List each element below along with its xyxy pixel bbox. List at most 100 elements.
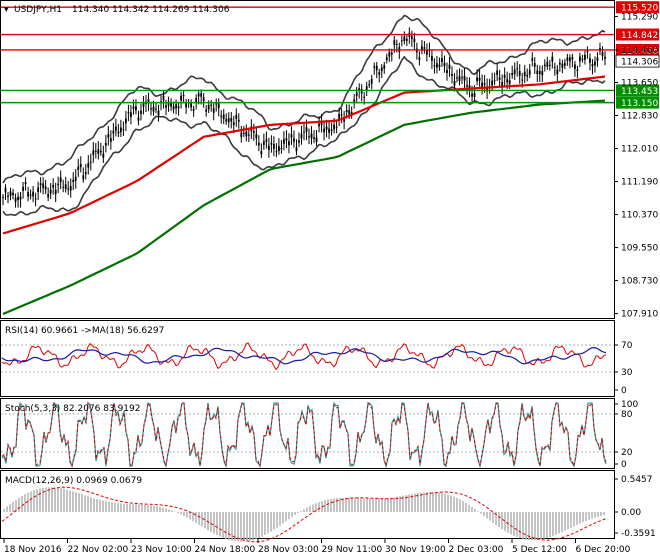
candle-body <box>82 175 85 180</box>
candle-body <box>443 62 446 67</box>
candle-body <box>237 119 240 122</box>
candle-body <box>195 97 198 103</box>
bollinger-lower-band <box>2 55 606 217</box>
candle-body <box>403 36 406 42</box>
candle-body <box>558 62 561 65</box>
candle-body <box>220 115 223 117</box>
rsi-title: RSI(14) 60.9661 ->MA(18) 56.6297 <box>5 326 164 336</box>
candle-body <box>27 192 29 197</box>
candle-body <box>22 186 24 191</box>
candle-body <box>170 103 172 107</box>
candle-body <box>67 188 70 190</box>
symbol-menu-arrow-icon[interactable]: ▾ <box>4 5 9 15</box>
candle-body <box>493 80 496 82</box>
candle-body <box>320 121 323 125</box>
candle-body <box>267 145 270 151</box>
candle-body <box>44 186 47 190</box>
main-price-pane[interactable] <box>0 0 615 319</box>
candle-body <box>177 106 180 109</box>
candle-body <box>340 114 343 116</box>
candle-body <box>157 110 160 116</box>
stoch-tick-label: 0 <box>621 460 627 470</box>
candle-body <box>273 144 275 149</box>
candle-body <box>446 69 448 74</box>
candle-body <box>152 106 155 112</box>
price-tick-label: 107.910 <box>621 310 658 320</box>
candle-body <box>546 61 549 67</box>
level-price-label: 113.150 <box>621 99 658 109</box>
candle-body <box>225 119 228 122</box>
candle-body <box>34 198 37 200</box>
candle-body <box>568 57 571 62</box>
candle-body <box>140 110 142 114</box>
candle-body <box>54 189 57 195</box>
candle-body <box>561 63 564 68</box>
candle-body <box>528 70 531 75</box>
rsi-line <box>1 342 607 371</box>
candle-body <box>579 56 581 62</box>
stoch-tick-label: 20 <box>621 448 633 458</box>
candle-body <box>368 84 371 86</box>
candle-body <box>380 67 383 72</box>
candle-body <box>604 56 606 59</box>
candle-body <box>112 130 115 134</box>
candle-body <box>200 93 203 97</box>
time-axis-label: 2 Dec 03:00 <box>449 545 504 555</box>
candle-body <box>584 54 586 60</box>
candle-body <box>521 79 524 81</box>
candle-body <box>538 71 541 75</box>
price-tick-label: 114.460 <box>621 46 658 56</box>
candle-body <box>335 126 338 128</box>
candle-body <box>222 114 225 120</box>
candle-body <box>122 129 125 131</box>
candle-body <box>290 134 293 138</box>
candle-body <box>212 108 215 114</box>
candle-body <box>182 95 185 97</box>
candle-body <box>69 186 72 191</box>
candle-body <box>363 96 366 98</box>
candle-body <box>230 118 233 122</box>
candle-body <box>438 64 441 67</box>
candle-body <box>275 151 278 153</box>
candle-body <box>378 72 381 75</box>
candle-body <box>295 147 298 152</box>
candle-body <box>265 139 268 142</box>
candle-body <box>375 65 378 71</box>
candle-body <box>42 183 45 188</box>
candle-body <box>215 103 218 105</box>
candle-body <box>135 106 137 111</box>
stoch-signal-line <box>1 401 607 468</box>
candle-body <box>232 122 235 126</box>
candle-body <box>388 52 391 57</box>
ohlc-readout: 114.340 114.342 114.269 114.306 <box>72 5 230 15</box>
candle-body <box>240 132 243 138</box>
candle-body <box>147 99 150 104</box>
candle-body <box>37 187 40 193</box>
candle-body <box>315 137 318 142</box>
candle-body <box>418 57 421 60</box>
candle-body <box>325 126 328 130</box>
candle-body <box>458 76 461 82</box>
candle-body <box>433 65 436 67</box>
candle-body <box>330 129 333 132</box>
candle-body <box>466 85 468 87</box>
candle-body <box>24 182 27 185</box>
moving-average-red-line <box>2 75 606 235</box>
stoch-tick-label: 100 <box>621 400 638 410</box>
candle-body <box>94 151 97 153</box>
candle-body <box>358 88 361 91</box>
candle-body <box>89 161 92 163</box>
candle-body <box>99 150 102 153</box>
candle-body <box>62 186 65 188</box>
candle-body <box>423 47 426 49</box>
level-price-tag <box>616 28 659 41</box>
level-price-tag <box>616 1 659 14</box>
candle-body <box>29 194 32 196</box>
candle-body <box>453 80 456 86</box>
candle-body <box>270 143 273 145</box>
candle-body <box>405 39 408 41</box>
price-tick-label: 108.730 <box>621 277 658 287</box>
candle-body <box>506 79 509 83</box>
candle-body <box>167 101 170 106</box>
